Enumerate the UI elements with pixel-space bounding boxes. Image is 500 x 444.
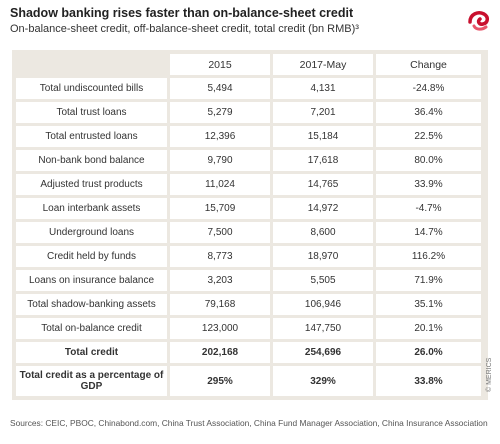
table-cell: 79,168 <box>170 294 270 315</box>
table-cell: 17,618 <box>273 150 373 171</box>
table-cell: 80.0% <box>376 150 481 171</box>
table-cell: 123,000 <box>170 318 270 339</box>
column-header: 2015 <box>170 54 270 75</box>
table-cell: 22.5% <box>376 126 481 147</box>
table-cell: 14.7% <box>376 222 481 243</box>
table-cell: 254,696 <box>273 342 373 363</box>
table-cell: 20.1% <box>376 318 481 339</box>
table-cell: 33.8% <box>376 366 481 396</box>
column-header: 2017-May <box>273 54 373 75</box>
table: 2015 2017-May Change Total undiscounted bil… <box>12 50 488 400</box>
table-cell: 12,396 <box>170 126 270 147</box>
credit: © MERICS <box>486 357 493 392</box>
sources: Sources: CEIC, PBOC, Chinabond.com, Chin… <box>10 418 488 428</box>
table-cell: -4.7% <box>376 198 481 219</box>
table-cell: 35.1% <box>376 294 481 315</box>
table-cell: 11,024 <box>170 174 270 195</box>
subtitle: On-balance-sheet credit, off-balance-she… <box>10 23 359 35</box>
table-cell: 18,970 <box>273 246 373 267</box>
title: Shadow banking rises faster than on-bala… <box>10 6 354 20</box>
table-cell: 8,600 <box>273 222 373 243</box>
table-cell: 7,500 <box>170 222 270 243</box>
row-label: Loans on insurance balance <box>16 270 167 291</box>
table-cell: 14,765 <box>273 174 373 195</box>
table-cell: 147,750 <box>273 318 373 339</box>
row-label: Underground loans <box>16 222 167 243</box>
column-header: Change <box>376 54 481 75</box>
row-label: Total shadow-banking assets <box>16 294 167 315</box>
table-cell: -24.8% <box>376 78 481 99</box>
table-cell: 329% <box>273 366 373 396</box>
table-cell: 4,131 <box>273 78 373 99</box>
table-cell: 7,201 <box>273 102 373 123</box>
table-cell: 3,203 <box>170 270 270 291</box>
logo <box>468 11 489 31</box>
table-cell: 33.9% <box>376 174 481 195</box>
row-label: Total entrusted loans <box>16 126 167 147</box>
table-cell: 15,709 <box>170 198 270 219</box>
row-label: Adjusted trust products <box>16 174 167 195</box>
table-cell: 8,773 <box>170 246 270 267</box>
row-label: Non-bank bond balance <box>16 150 167 171</box>
header-corner <box>16 54 167 75</box>
row-label: Total trust loans <box>16 102 167 123</box>
table-cell: 202,168 <box>170 342 270 363</box>
table-cell: 26.0% <box>376 342 481 363</box>
table-cell: 5,494 <box>170 78 270 99</box>
table-cell: 5,279 <box>170 102 270 123</box>
row-label: Total on-balance credit <box>16 318 167 339</box>
table-cell: 9,790 <box>170 150 270 171</box>
row-label: Total credit <box>16 342 167 363</box>
table-cell: 116.2% <box>376 246 481 267</box>
table-cell: 71.9% <box>376 270 481 291</box>
table-cell: 14,972 <box>273 198 373 219</box>
row-label: Credit held by funds <box>16 246 167 267</box>
table-cell: 295% <box>170 366 270 396</box>
table-cell: 106,946 <box>273 294 373 315</box>
table-cell: 15,184 <box>273 126 373 147</box>
row-label: Loan interbank assets <box>16 198 167 219</box>
row-label: Total undiscounted bills <box>16 78 167 99</box>
row-label: Total credit as a percentage of GDP <box>16 366 167 396</box>
table-cell: 5,505 <box>273 270 373 291</box>
table-cell: 36.4% <box>376 102 481 123</box>
